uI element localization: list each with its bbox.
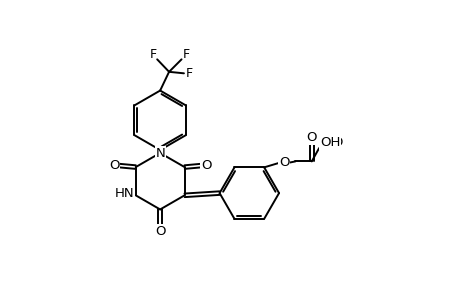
Text: HO: HO: [323, 136, 343, 148]
Text: O: O: [155, 225, 165, 238]
Text: O: O: [108, 159, 119, 172]
Text: F: F: [149, 49, 156, 62]
Text: O: O: [201, 159, 211, 172]
Text: F: F: [185, 67, 192, 80]
Text: HN: HN: [114, 187, 134, 200]
Text: N: N: [155, 147, 165, 160]
Text: F: F: [182, 49, 189, 62]
Text: OH: OH: [319, 136, 340, 149]
Text: O: O: [306, 131, 316, 144]
Text: O: O: [279, 156, 289, 169]
